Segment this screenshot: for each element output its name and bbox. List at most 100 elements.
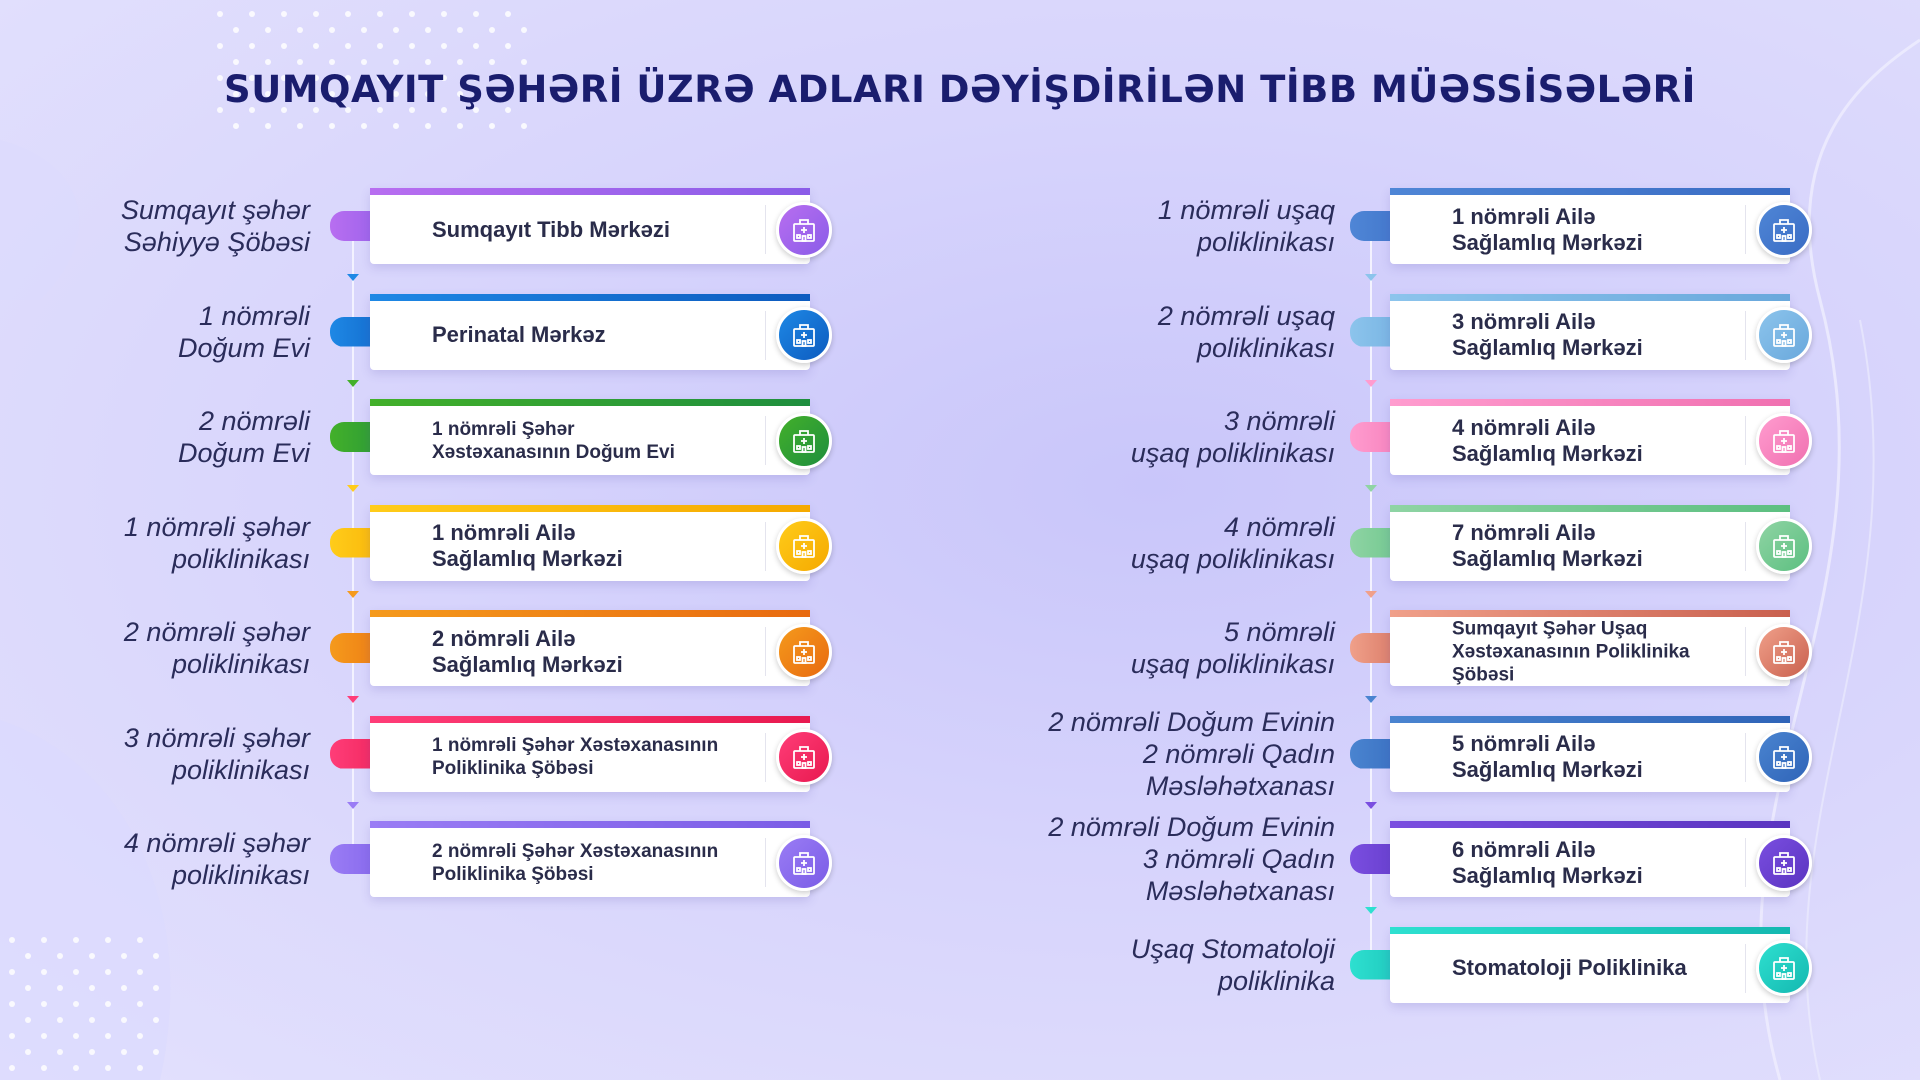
new-name-card: 1 nömrəli Ailə Sağlamlıq Mərkəzi <box>370 504 832 581</box>
right-row-6: 2 nömrəli Doğum Evinin 2 nömrəli Qadın M… <box>960 707 1920 801</box>
card-divider <box>1745 416 1746 465</box>
new-name: 5 nömrəli Ailə Sağlamlıq Mərkəzi <box>1452 731 1643 782</box>
timeline-marker <box>347 696 359 703</box>
timeline-marker <box>1365 590 1377 598</box>
new-name-card: 1 nömrəli Ailə Sağlamlıq Mərkəzi <box>1390 188 1812 264</box>
hospital-icon <box>776 518 832 574</box>
hospital-icon <box>1756 412 1812 469</box>
hospital-icon <box>1756 623 1812 680</box>
timeline-marker <box>347 801 359 809</box>
old-name: 2 nömrəli şəhər poliklinikası <box>123 617 310 679</box>
new-name: Stomatoloji Poliklinika <box>1452 955 1687 980</box>
new-name-card: 2 nömrəli Ailə Sağlamlıq Mərkəzi <box>370 610 832 686</box>
card-divider <box>765 732 766 782</box>
left-row-2: 1 nömrəli Doğum Evi Perinatal Mərkəz <box>0 292 960 372</box>
old-name: 1 nömrəli uşaq poliklinikası <box>1157 195 1335 257</box>
timeline-marker <box>347 274 359 281</box>
right-row-2: 2 nömrəli uşaq poliklinikası 3 nömrəli Ai… <box>960 292 1920 372</box>
old-name: 4 nömrəli şəhər poliklinikası <box>123 828 310 890</box>
hospital-icon <box>1756 729 1812 785</box>
new-name: 3 nömrəli Ailə Sağlamlıq Mərkəzi <box>1452 309 1643 360</box>
new-name: 1 nömrəli Şəhər Xəstəxanasının Poliklini… <box>432 735 719 779</box>
left-row-5: 2 nömrəli şəhər poliklinikası 2 nömrəli A… <box>0 608 960 688</box>
card-divider <box>1745 943 1746 993</box>
new-name-card: 1 nömrəli Şəhər Xəstəxanasının Poliklini… <box>370 715 832 792</box>
old-name: 1 nömrəli şəhər poliklinikası <box>123 511 310 574</box>
right-row-7: 2 nömrəli Doğum Evinin 3 nömrəli Qadın M… <box>960 812 1920 906</box>
new-name: 1 nömrəli Şəhər Xəstəxanasının Doğum Evi <box>432 418 675 463</box>
new-name-card: 2 nömrəli Şəhər Xəstəxanasının Poliklini… <box>370 821 832 897</box>
new-name-card: 1 nömrəli Şəhər Xəstəxanasının Doğum Evi <box>370 399 832 475</box>
old-name: 2 nömrəli Doğum Evinin 2 nömrəli Qadın M… <box>1048 706 1335 801</box>
new-name-card: Sumqayıt Tibb Mərkəzi <box>370 188 832 264</box>
old-name: 2 nömrəli Doğum Evinin 3 nömrəli Qadın M… <box>1048 812 1335 906</box>
new-name-card: Sumqayıt Şəhər Uşaq Xəstəxanasının Polik… <box>1390 610 1812 686</box>
card-divider <box>1745 310 1746 360</box>
new-name: 1 nömrəli Ailə Sağlamlıq Mərkəzi <box>432 520 623 571</box>
right-row-3: 3 nömrəli uşaq poliklinikası 4 nömrəli Ai… <box>960 397 1920 477</box>
left-row-1: Sumqayıt şəhər Səhiyyə Şöbəsi Sumqayıt Ti… <box>0 186 960 266</box>
left-row-6: 3 nömrəli şəhər poliklinikası 1 nömrəli Ş… <box>0 714 960 794</box>
new-name: 7 nömrəli Ailə Sağlamlıq Mərkəzi <box>1452 520 1643 571</box>
new-name-card: 7 nömrəli Ailə Sağlamlıq Mərkəzi <box>1390 504 1812 581</box>
old-name: 3 nömrəli şəhər poliklinikası <box>123 722 310 785</box>
new-name-card: 4 nömrəli Ailə Sağlamlıq Mərkəzi <box>1390 399 1812 475</box>
old-name: 4 nömrəli uşaq poliklinikası <box>1130 511 1335 574</box>
new-name: 2 nömrəli Ailə Sağlamlıq Mərkəzi <box>432 625 623 677</box>
hospital-icon <box>1756 940 1812 996</box>
new-name-card: 6 nömrəli Ailə Sağlamlıq Mərkəzi <box>1390 821 1812 897</box>
timeline-marker <box>347 485 359 492</box>
new-name: Sumqayıt Tibb Mərkəzi <box>432 216 670 242</box>
hospital-icon <box>1756 518 1812 574</box>
new-name-card: 3 nömrəli Ailə Sağlamlıq Mərkəzi <box>1390 293 1812 370</box>
timeline-marker <box>1365 801 1377 809</box>
hospital-icon <box>776 834 832 891</box>
card-divider <box>765 310 766 360</box>
new-name-card: 5 nömrəli Ailə Sağlamlıq Mərkəzi <box>1390 715 1812 792</box>
old-name: 3 nömrəli uşaq poliklinikası <box>1130 406 1335 468</box>
timeline-marker <box>1365 485 1377 492</box>
card-divider <box>765 416 766 465</box>
hospital-icon <box>776 412 832 469</box>
left-row-3: 2 nömrəli Doğum Evi 1 nömrəli Şəhər Xəstə… <box>0 397 960 477</box>
old-name: 5 nömrəli uşaq poliklinikası <box>1130 617 1335 679</box>
right-timeline <box>1370 220 1372 960</box>
right-row-8: Uşaq Stomatoloji poliklinika Stomatoloji … <box>960 925 1920 1005</box>
left-row-4: 1 nömrəli şəhər poliklinikası 1 nömrəli A… <box>0 503 960 583</box>
timeline-marker <box>1365 379 1377 387</box>
timeline-marker <box>1365 907 1377 914</box>
hospital-icon <box>776 201 832 258</box>
hospital-icon <box>1756 834 1812 891</box>
card-divider <box>1745 838 1746 887</box>
page-title: SUMQAYIT ŞƏHƏRİ ÜZRƏ ADLARI DƏYİŞDİRİLƏN… <box>224 68 1696 111</box>
timeline-marker <box>1365 274 1377 281</box>
card-divider <box>765 627 766 676</box>
old-name: 2 nömrəli Doğum Evi <box>177 406 310 468</box>
new-name: Sumqayıt Şəhər Uşaq Xəstəxanasının Polik… <box>1452 618 1690 685</box>
hospital-icon <box>1756 307 1812 363</box>
new-name: 4 nömrəli Ailə Sağlamlıq Mərkəzi <box>1452 414 1643 466</box>
timeline-marker <box>1365 696 1377 703</box>
card-divider <box>765 838 766 887</box>
card-divider <box>765 205 766 254</box>
hospital-icon <box>776 729 832 785</box>
card-divider <box>1745 521 1746 571</box>
hospital-icon <box>776 623 832 680</box>
hospital-icon <box>776 307 832 363</box>
new-name: 6 nömrəli Ailə Sağlamlıq Mərkəzi <box>1452 836 1643 888</box>
card-divider <box>1745 732 1746 782</box>
old-name: Sumqayıt şəhər Səhiyyə Şöbəsi <box>120 195 310 257</box>
right-row-1: 1 nömrəli uşaq poliklinikası 1 nömrəli Ai… <box>960 186 1920 266</box>
right-row-5: 5 nömrəli uşaq poliklinikası Sumqayıt Şəh… <box>960 608 1920 688</box>
old-name: 1 nömrəli Doğum Evi <box>177 300 310 363</box>
hospital-icon <box>1756 201 1812 258</box>
new-name: 2 nömrəli Şəhər Xəstəxanasının Poliklini… <box>432 840 719 885</box>
left-row-7: 4 nömrəli şəhər poliklinikası 2 nömrəli Ş… <box>0 819 960 899</box>
timeline-marker <box>347 379 359 387</box>
new-name-card: Stomatoloji Poliklinika <box>1390 926 1812 1003</box>
old-name: 2 nömrəli uşaq poliklinikası <box>1157 300 1335 363</box>
new-name: 1 nömrəli Ailə Sağlamlıq Mərkəzi <box>1452 203 1643 255</box>
timeline-marker <box>347 590 359 598</box>
card-divider <box>1745 627 1746 676</box>
right-row-4: 4 nömrəli uşaq poliklinikası 7 nömrəli Ai… <box>960 503 1920 583</box>
